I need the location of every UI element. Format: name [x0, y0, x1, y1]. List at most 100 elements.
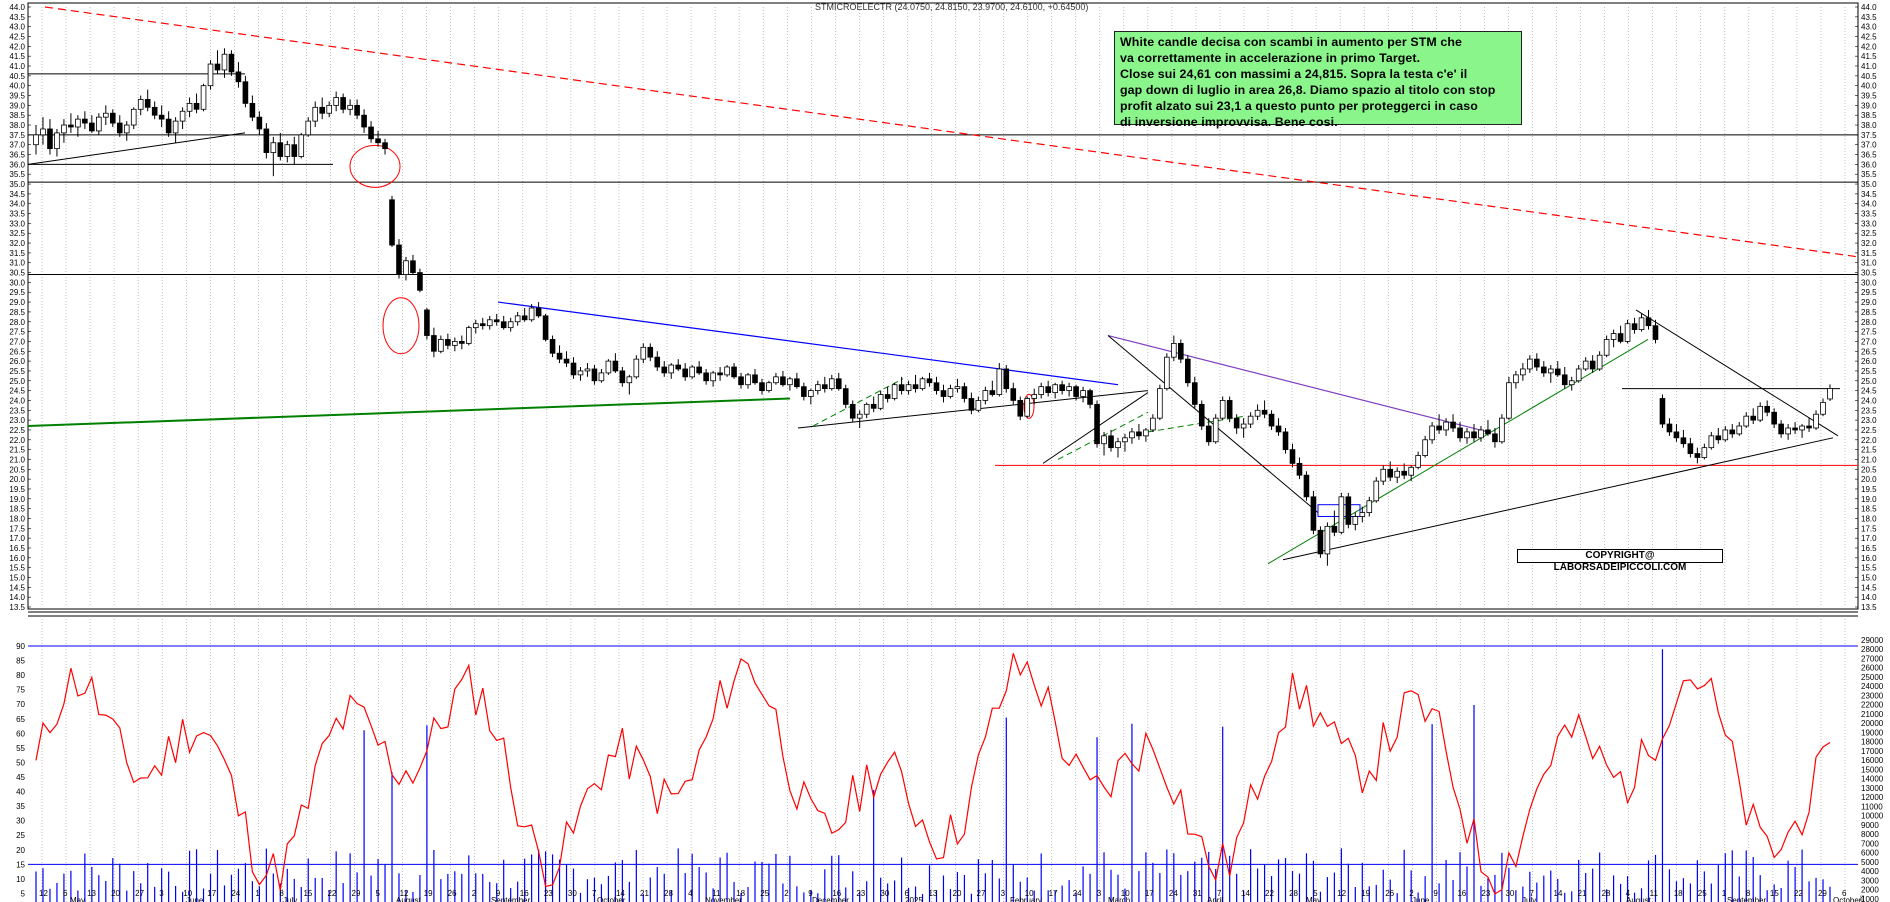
trendline-blue: [497, 301, 1119, 386]
candle-body: [842, 388, 849, 405]
candle-body: [668, 364, 675, 374]
price-tick-label-right: 30.5: [1861, 269, 1877, 278]
price-tick-label: 27.0: [9, 337, 25, 346]
candle-body: [1547, 368, 1554, 374]
candle-body: [1513, 374, 1519, 384]
candle-body: [1157, 388, 1163, 419]
date-tick-label: 7: [592, 889, 597, 898]
candle-body: [1652, 325, 1659, 340]
candle-body: [109, 112, 116, 124]
trendline-black: [1282, 437, 1834, 561]
price-tick-label: 18.0: [9, 514, 25, 523]
price-tick-label-right: 27.0: [1861, 337, 1877, 346]
candle-body: [633, 358, 640, 378]
date-tick-label: 12: [1337, 889, 1346, 898]
candle-body: [689, 366, 695, 378]
candle-body: [1394, 470, 1401, 478]
candle-body: [1150, 417, 1156, 431]
date-tick-label: 10: [1025, 889, 1034, 898]
candle-body: [1219, 400, 1226, 419]
date-tick-label: 27: [977, 889, 986, 898]
date-tick-label: 30: [568, 889, 577, 898]
oscillator-tick-label: 25: [16, 831, 25, 840]
volume-tick-label: 12000: [1861, 793, 1884, 802]
price-tick-label: 23.5: [9, 406, 25, 415]
candle-body: [905, 384, 912, 392]
candle-body: [1422, 439, 1428, 456]
volume-tick-label: 6000: [1861, 849, 1879, 858]
month-label: October: [597, 896, 626, 902]
candle-body: [1764, 405, 1770, 413]
price-tick-label-right: 32.0: [1861, 239, 1877, 248]
price-tick-label: 22.5: [9, 426, 25, 435]
candle-body: [1743, 415, 1750, 427]
candle-body: [591, 368, 598, 382]
price-tick-label-right: 34.5: [1861, 190, 1877, 199]
price-tick-label-right: 40.0: [1861, 82, 1877, 91]
date-tick-label: 20: [111, 889, 120, 898]
candle-body: [1226, 400, 1233, 419]
date-tick-label: 11: [1650, 889, 1659, 898]
date-tick-label: 9: [496, 889, 501, 898]
price-tick-label: 24.5: [9, 387, 25, 396]
price-tick-label-right: 37.0: [1861, 141, 1877, 150]
oscillator-tick-label: 55: [16, 744, 25, 753]
price-tick-label: 35.5: [9, 170, 25, 179]
date-tick-label: 9: [808, 889, 813, 898]
candle-body: [801, 386, 807, 397]
candle-body: [333, 97, 339, 106]
candle-body: [1331, 525, 1338, 533]
candle-body: [1589, 360, 1596, 370]
candle-body: [1806, 425, 1812, 429]
candle-body: [794, 378, 800, 388]
price-tick-label-right: 14.0: [1861, 593, 1877, 602]
price-tick-label-right: 39.5: [1861, 92, 1877, 101]
price-tick-label-right: 19.0: [1861, 495, 1877, 504]
price-tick-label-right: 25.5: [1861, 367, 1877, 376]
candle-body: [1554, 368, 1561, 376]
candle-body: [1045, 386, 1051, 393]
price-tick-label: 39.0: [9, 101, 25, 110]
candle-body: [1401, 470, 1407, 476]
candle-body: [661, 366, 668, 374]
price-tick-label-right: 20.0: [1861, 475, 1877, 484]
volume-tick-label: 25000: [1861, 673, 1884, 682]
candle-body: [682, 368, 688, 378]
price-tick-label-right: 31.5: [1861, 249, 1877, 258]
date-tick-label: 25: [760, 889, 769, 898]
oscillator-tick-label: 60: [16, 729, 25, 738]
volume-tick-label: 14000: [1861, 775, 1884, 784]
price-tick-label: 25.5: [9, 367, 25, 376]
price-tick-label-right: 32.5: [1861, 229, 1877, 238]
price-tick-label: 20.5: [9, 465, 25, 474]
candle-body: [1066, 386, 1072, 392]
date-tick-label: 20: [953, 889, 962, 898]
date-tick-label: 30: [1505, 889, 1514, 898]
candle-body: [82, 118, 88, 124]
candle-body: [1785, 427, 1791, 435]
price-tick-label: 19.0: [9, 495, 25, 504]
price-tick-label-right: 24.0: [1861, 396, 1877, 405]
candle-body: [1115, 441, 1121, 449]
candle-body: [1359, 512, 1366, 517]
date-tick-label: 28: [1289, 889, 1298, 898]
candle-body: [1310, 496, 1317, 531]
candle-body: [849, 403, 856, 419]
candle-body: [403, 260, 409, 275]
candle-body: [759, 382, 765, 392]
date-tick-label: 27: [135, 889, 144, 898]
candle-body: [1366, 500, 1373, 513]
price-tick-label-right: 26.0: [1861, 357, 1877, 366]
candle-body: [1827, 388, 1833, 400]
candle-body: [1143, 429, 1149, 437]
volume-tick-label: 16000: [1861, 756, 1884, 765]
candle-body: [535, 307, 542, 317]
volume-tick-label: 24000: [1861, 682, 1884, 691]
candle-body: [207, 63, 214, 87]
candle-body: [493, 319, 500, 323]
candle-body: [172, 120, 179, 134]
price-tick-label-right: 40.5: [1861, 72, 1877, 81]
month-label: July: [1522, 896, 1536, 902]
candle-body: [1617, 333, 1624, 342]
candle-body: [452, 341, 458, 346]
